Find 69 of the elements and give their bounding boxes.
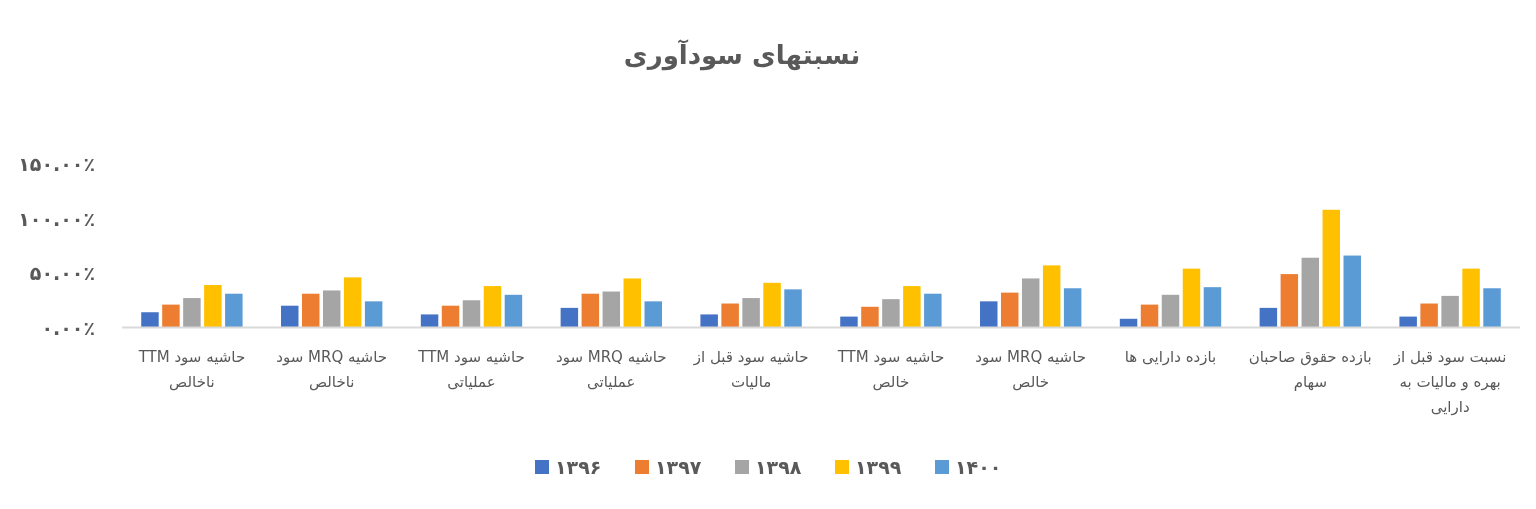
bar bbox=[1441, 295, 1459, 328]
bar bbox=[204, 284, 222, 328]
bar bbox=[1021, 278, 1040, 328]
bar bbox=[1140, 304, 1159, 328]
bar bbox=[560, 307, 579, 328]
bar bbox=[581, 293, 600, 328]
y-tick-label: ۰.۰۰٪ bbox=[41, 316, 95, 339]
legend-label: ۱۳۹۷ bbox=[655, 456, 702, 478]
x-tick-label: حاشیه MRQ سود ناخالص bbox=[275, 347, 389, 393]
bar bbox=[861, 306, 879, 328]
x-tick-label: حاشیه MRQ سود خالص bbox=[974, 347, 1088, 393]
bar bbox=[1203, 287, 1222, 328]
bar bbox=[721, 303, 739, 328]
bar bbox=[1182, 268, 1201, 328]
bar bbox=[623, 278, 642, 328]
bar bbox=[1420, 303, 1438, 328]
bar bbox=[183, 298, 201, 328]
bar bbox=[1483, 288, 1501, 328]
bar bbox=[1462, 268, 1480, 328]
x-tick-label: بازده دارایی ها bbox=[1123, 347, 1218, 368]
bar bbox=[1343, 255, 1361, 328]
x-tick-label: نسبت سود قبل از بهره و مالیات به دارایی bbox=[1392, 347, 1508, 418]
bar bbox=[1322, 209, 1341, 328]
y-tick-label: ۱۵۰.۰۰٪ bbox=[18, 153, 95, 175]
bar bbox=[602, 291, 621, 328]
legend-label: ۱۴۰۰ bbox=[955, 456, 1002, 478]
bar bbox=[1000, 292, 1019, 328]
x-tick-label: حاشیه سود TTM ناخالص bbox=[137, 347, 247, 393]
bar bbox=[644, 301, 662, 328]
bar bbox=[1280, 274, 1299, 328]
bar bbox=[980, 301, 998, 328]
bar bbox=[225, 293, 243, 328]
bar bbox=[924, 293, 942, 328]
x-tick-label: بازده حقوق صاحبان سهام bbox=[1247, 347, 1373, 393]
bar bbox=[1301, 257, 1320, 328]
bar bbox=[700, 314, 718, 328]
y-tick-label: ۵۰.۰۰٪ bbox=[29, 262, 95, 284]
x-tick-label: حاشیه سود قبل از مالیات bbox=[692, 347, 810, 393]
bar bbox=[742, 298, 760, 328]
bar bbox=[364, 301, 383, 328]
bar bbox=[840, 316, 858, 328]
bar bbox=[1259, 307, 1278, 328]
x-tick-label: حاشیه MRQ سود عملیاتی bbox=[554, 347, 668, 393]
chart-title: نسبتهای سودآوری bbox=[623, 39, 861, 71]
x-tick-label: حاشیه سود TTM خالص bbox=[836, 347, 946, 393]
legend-label: ۱۳۹۶ bbox=[555, 456, 602, 478]
bar bbox=[483, 286, 502, 328]
legend-label: ۱۳۹۸ bbox=[755, 456, 802, 478]
bar bbox=[462, 300, 481, 328]
bar bbox=[784, 289, 802, 328]
bar bbox=[1063, 288, 1082, 328]
x-tick-label: حاشیه سود TTM عملیاتی bbox=[417, 347, 526, 393]
bar bbox=[882, 299, 900, 328]
bar bbox=[763, 282, 781, 328]
bar bbox=[1161, 294, 1180, 328]
bar bbox=[1042, 265, 1061, 328]
bar bbox=[162, 304, 180, 328]
y-tick-label: ۱۰۰.۰۰٪ bbox=[18, 207, 95, 230]
bar bbox=[1399, 316, 1417, 328]
bar bbox=[343, 277, 362, 328]
bar bbox=[420, 314, 439, 328]
legend-label: ۱۳۹۹ bbox=[855, 456, 902, 478]
bar bbox=[301, 293, 320, 328]
bar bbox=[141, 312, 159, 328]
bar bbox=[441, 305, 460, 328]
bar bbox=[281, 305, 299, 328]
bar bbox=[504, 294, 523, 328]
bar bbox=[322, 290, 341, 328]
bar bbox=[903, 286, 921, 328]
